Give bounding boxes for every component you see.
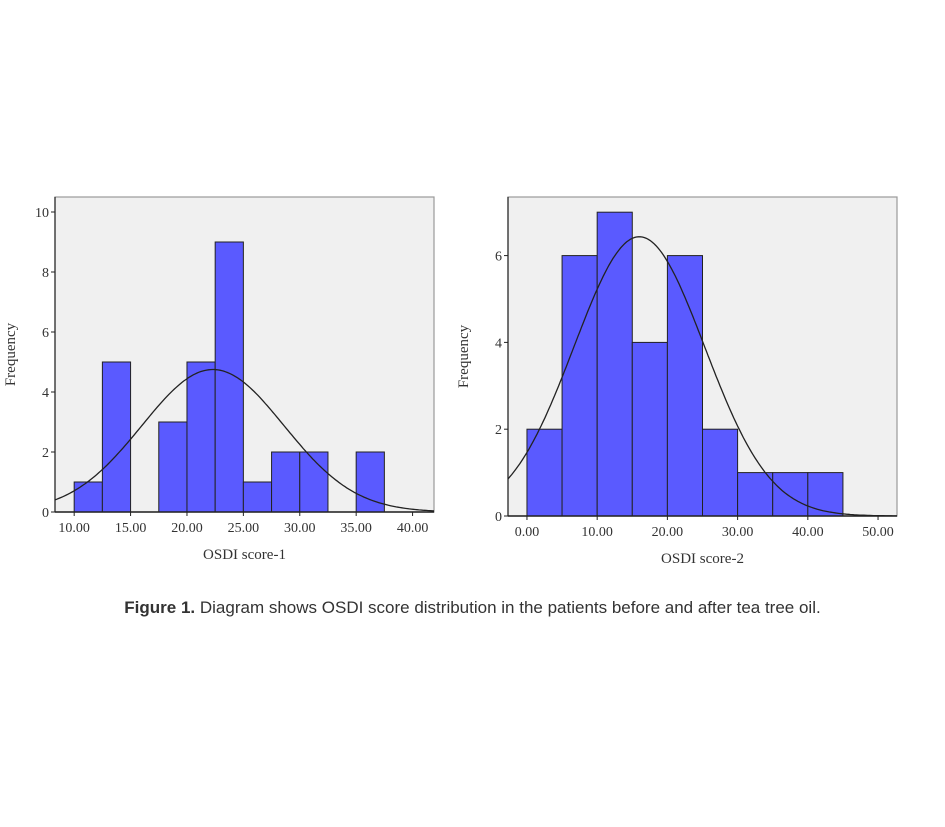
histogram-bar [101, 361, 132, 513]
histogram-bar [299, 451, 329, 513]
y-tick-label: 2 [495, 423, 502, 438]
histogram-bar [596, 211, 633, 517]
y-tick-label: 0 [42, 506, 49, 521]
histogram-1: 0 2 4 6 8 10 10.00 15.00 20.00 25.00 30.00 35.00 40.… [3, 196, 435, 563]
y-tick-label: 10 [35, 206, 49, 221]
caption-label: Figure 1. [124, 598, 196, 617]
x-tick-label: 10.00 [58, 521, 90, 536]
y-tick-label: 6 [495, 250, 502, 265]
y-tick-label: 8 [42, 266, 49, 281]
histogram-bar [186, 361, 216, 513]
x-axis-label: OSDI score-2 [661, 551, 744, 567]
histogram-2: 0 2 4 6 0.00 10.00 20.00 30.00 40.00 50.00 OSDI sc… [456, 196, 898, 567]
y-tick-label: 0 [495, 510, 502, 525]
x-tick-label: 50.00 [862, 525, 894, 540]
histogram-bar [214, 241, 244, 513]
x-tick-label: 10.00 [581, 525, 613, 540]
histogram-bar [158, 421, 188, 513]
x-tick-label: 40.00 [792, 525, 824, 540]
x-tick-label: 25.00 [228, 521, 260, 536]
y-tick-label: 6 [42, 326, 49, 341]
histogram-bar [73, 481, 103, 513]
x-tick-label: 40.00 [397, 521, 429, 536]
y-tick-label: 2 [42, 446, 49, 461]
y-tick-label: 4 [42, 386, 49, 401]
normal-curve [54, 368, 435, 512]
x-tick-label: 20.00 [652, 525, 684, 540]
x-axis-label: OSDI score-1 [203, 547, 286, 563]
x-tick-label: 35.00 [340, 521, 372, 536]
histogram-bar [271, 451, 301, 513]
caption-text: Diagram shows OSDI score distribution in… [195, 598, 821, 617]
x-tick-label: 30.00 [722, 525, 754, 540]
histogram-bar [807, 472, 844, 517]
figure-caption: Figure 1. Diagram shows OSDI score distr… [0, 598, 945, 618]
histogram-bar [355, 451, 385, 513]
x-tick-label: 20.00 [171, 521, 203, 536]
x-tick-label: 30.00 [284, 521, 316, 536]
histogram-bar [702, 428, 739, 517]
x-tick-label: 15.00 [115, 521, 147, 536]
normal-curve [507, 236, 897, 517]
y-axis-label: Frequency [456, 324, 472, 388]
y-tick-label: 4 [495, 336, 502, 351]
y-axis-label: Frequency [3, 322, 19, 386]
histogram-bar [631, 341, 668, 517]
histogram-bar [666, 255, 704, 517]
histogram-bar [242, 481, 273, 513]
histogram-bar [737, 472, 774, 517]
histogram-bar [772, 472, 809, 517]
x-tick-label: 0.00 [515, 525, 540, 540]
histogram-bar [561, 255, 598, 517]
